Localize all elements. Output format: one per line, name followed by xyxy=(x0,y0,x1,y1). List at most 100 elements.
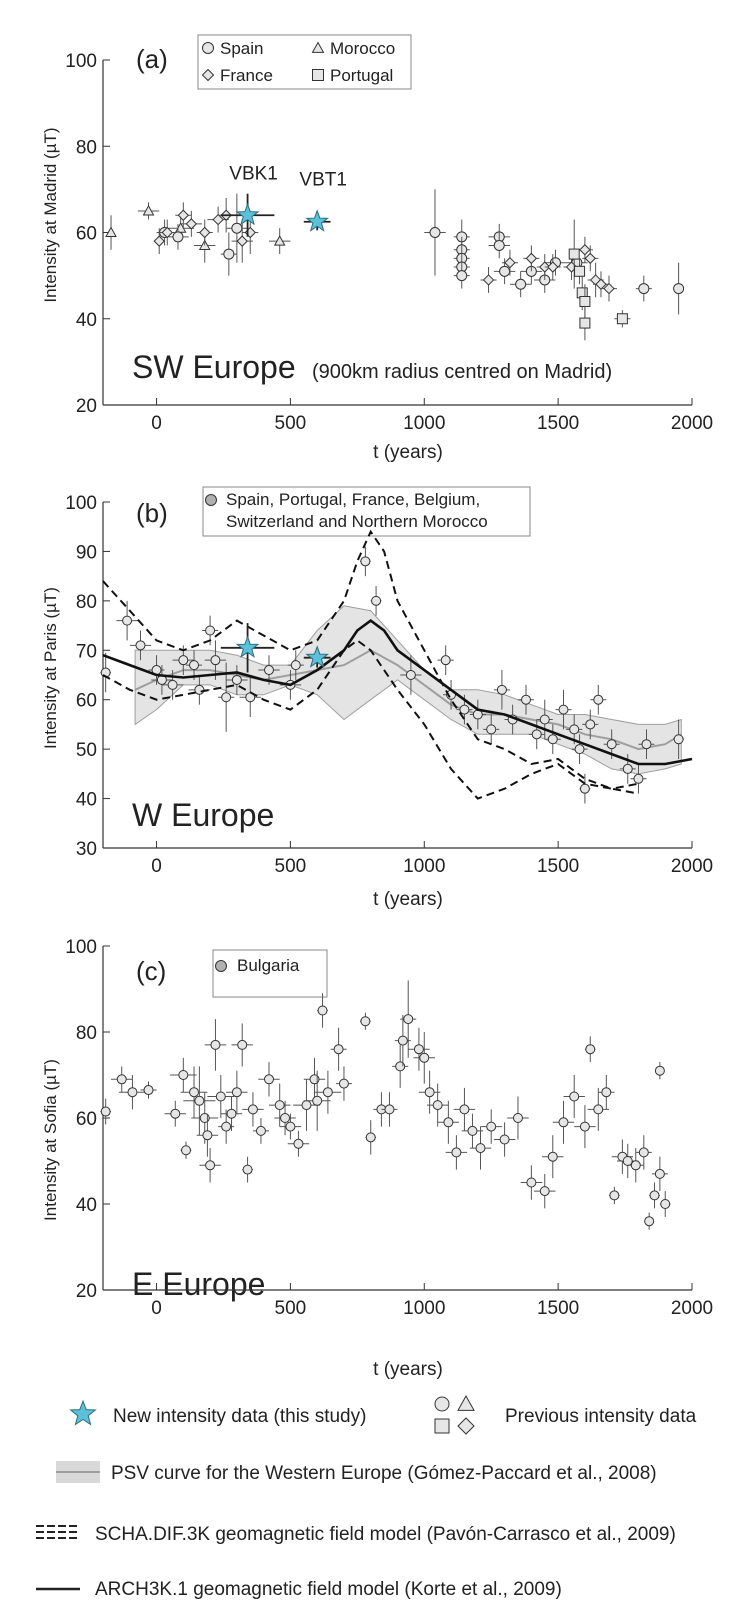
data-point xyxy=(285,1121,296,1132)
data-point xyxy=(221,1121,232,1132)
data-point xyxy=(496,684,507,695)
data-point xyxy=(654,1065,665,1076)
y-tick-label: 80 xyxy=(76,1023,97,1044)
data-point-diamond xyxy=(177,209,190,221)
data-point xyxy=(459,1104,470,1115)
data-point xyxy=(486,1121,497,1132)
x-tick-label: 2000 xyxy=(671,1298,713,1319)
data-point-diamond xyxy=(199,226,211,239)
data-point xyxy=(405,670,416,680)
data-point xyxy=(226,1108,237,1119)
data-point-circle xyxy=(223,248,235,260)
y-tick-label: 100 xyxy=(65,493,97,514)
x-tick-label: 2000 xyxy=(671,856,713,877)
data-point xyxy=(205,625,216,636)
data-point xyxy=(521,694,532,705)
data-point-diamond xyxy=(547,261,559,273)
data-point-diamond xyxy=(579,244,591,256)
x-tick-label: 1000 xyxy=(403,856,445,877)
data-point-square xyxy=(616,313,628,325)
x-tick-label: 2000 xyxy=(671,413,713,434)
data-point xyxy=(231,1087,242,1098)
data-point xyxy=(579,1121,590,1132)
legend-square-icon xyxy=(312,69,324,81)
new-point-label: VBT1 xyxy=(299,170,347,191)
data-point xyxy=(558,704,569,715)
data-point-square xyxy=(574,265,586,277)
data-point xyxy=(585,719,596,730)
y-tick-label: 40 xyxy=(76,1195,97,1216)
legend-previous-data-label: Previous intensity data xyxy=(505,1406,697,1427)
panel-a: (a) SW Europe (900km radius centred on M… xyxy=(41,34,713,463)
legend-psv-label: PSV curve for the Western Europe (Gómez-… xyxy=(111,1463,657,1484)
x-tick-label: 500 xyxy=(275,856,307,877)
data-point xyxy=(419,1052,430,1063)
data-point xyxy=(579,783,590,794)
data-point xyxy=(242,1164,253,1175)
data-point-triangle xyxy=(105,226,117,237)
data-point xyxy=(644,1216,655,1227)
legend-square-icon xyxy=(434,1418,450,1434)
data-point-diamond xyxy=(525,252,538,265)
data-point xyxy=(539,1186,550,1197)
data-point-triangle xyxy=(273,235,286,246)
data-point-circle xyxy=(172,231,184,243)
data-point xyxy=(127,1087,138,1098)
arch-curve xyxy=(102,618,693,766)
new-data-star xyxy=(305,209,329,232)
data-point xyxy=(432,1100,443,1111)
legend-label: France xyxy=(220,66,273,85)
data-point xyxy=(280,1113,291,1123)
data-point xyxy=(593,1104,604,1115)
data-point-diamond xyxy=(161,226,173,239)
panel-b: (b) W Europe Spain, Portugal, France, Be… xyxy=(41,486,713,910)
data-point xyxy=(424,1087,435,1098)
bottom-legend: New intensity data (this study) Previous… xyxy=(36,1394,697,1600)
legend-diamond-icon xyxy=(201,68,215,82)
data-point xyxy=(397,1035,408,1046)
data-point xyxy=(194,1095,205,1106)
y-tick-label: 40 xyxy=(76,310,97,331)
y-tick-label: 30 xyxy=(76,839,97,860)
y-tick-label: 80 xyxy=(76,592,97,613)
panel-b-legend-box xyxy=(202,486,531,537)
data-point xyxy=(365,1132,376,1143)
data-point xyxy=(263,665,274,676)
y-tick-label: 80 xyxy=(76,137,97,158)
data-point xyxy=(143,1085,154,1096)
y-tick-label: 90 xyxy=(76,542,97,563)
data-point-circle xyxy=(638,283,650,295)
panel-a-region-note: (900km radius centred on Madrid) xyxy=(312,361,612,383)
legend-scha-label: SCHA.DIF.3K geomagnetic field model (Pav… xyxy=(95,1524,676,1545)
legend-circle-icon xyxy=(202,42,214,54)
data-point xyxy=(210,1039,221,1050)
legend-arch-label: ARCH3K.1 geomagnetic field model (Korte … xyxy=(95,1579,562,1600)
y-tick-label: 20 xyxy=(76,396,97,417)
panel-b-label: (b) xyxy=(136,498,168,528)
legend-previous-markers xyxy=(434,1394,475,1435)
data-point xyxy=(167,679,178,690)
data-point-diamond xyxy=(603,282,615,295)
x-tick-label: 500 xyxy=(275,1298,307,1319)
data-point xyxy=(633,773,644,784)
panel-a-legend-box xyxy=(197,34,412,90)
data-point xyxy=(622,1156,633,1166)
x-tick-label: 500 xyxy=(275,413,307,434)
new-data-star xyxy=(235,202,260,226)
data-point xyxy=(202,1130,213,1141)
x-tick-label: 1500 xyxy=(537,856,579,877)
data-point xyxy=(569,1091,580,1102)
data-point-diamond xyxy=(185,218,198,230)
panel-c: (c) E Europe Bulgaria Intensity at Sofia… xyxy=(41,937,713,1380)
panel-c-region: E Europe xyxy=(132,1266,265,1302)
legend-scha-swatch xyxy=(36,1525,80,1539)
data-point xyxy=(210,655,221,666)
data-point xyxy=(547,734,558,745)
data-point xyxy=(512,1113,523,1123)
data-point-diamond xyxy=(482,274,495,286)
panel-c-label: (c) xyxy=(136,956,166,986)
data-point xyxy=(585,1044,596,1055)
y-tick-label: 60 xyxy=(76,691,97,712)
data-point-square xyxy=(579,317,591,329)
